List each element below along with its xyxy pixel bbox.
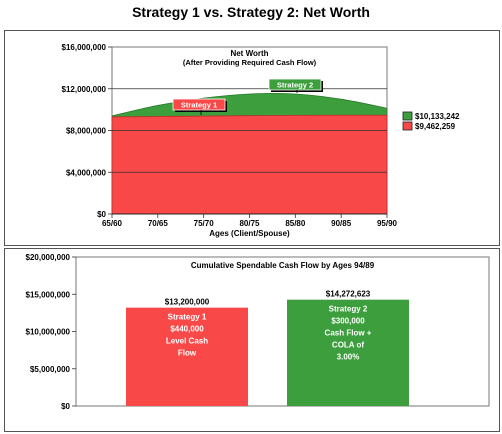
strategy-1-area — [111, 114, 388, 215]
y-tick-label: $15,000,000 — [26, 290, 71, 299]
y-tick-label: $10,000,000 — [26, 328, 71, 337]
strategy-2-description-line: Cash Flow + — [325, 329, 372, 338]
strategy-2-description-line: $300,000 — [331, 317, 365, 326]
strategy-2-legend-swatch — [402, 111, 413, 121]
y-tick-label: $12,000,000 — [62, 85, 107, 94]
strategy-1-value-label: $13,200,000 — [165, 298, 210, 307]
y-tick-label: $16,000,000 — [62, 43, 107, 52]
strategy-2-description-line: COLA of — [332, 341, 364, 350]
x-tick-label: 85/80 — [285, 219, 306, 228]
cash-flow-chart: Cumulative Spendable Cash Flow by Ages 9… — [26, 253, 490, 411]
strategy-2-bar — [287, 299, 409, 406]
y-tick-label: $0 — [61, 402, 70, 411]
y-tick-label: $8,000,000 — [66, 127, 107, 136]
strategy-2-legend-value: $10,133,242 — [415, 112, 460, 121]
strategy-1-description-line: Flow — [178, 349, 197, 358]
y-tick-label: $0 — [97, 210, 106, 219]
strategy-1-callout-text: Strategy 1 — [181, 101, 217, 110]
strategy-1-description-line: Strategy 1 — [168, 313, 207, 322]
strategy-2-callout-text: Strategy 2 — [277, 81, 313, 90]
net-worth-chart: $16,000,000 $12,000,000 $8,000,000 $4,000,0… — [62, 43, 461, 238]
strategy-1-description-line: Level Cash — [166, 337, 208, 346]
y-tick-label: $5,000,000 — [30, 365, 71, 374]
strategy-2-description-line: Strategy 2 — [329, 305, 368, 314]
strategy-1-legend-swatch — [402, 121, 413, 131]
strategy-2-value-label: $14,272,623 — [326, 290, 371, 299]
cash-flow-chart-panel: Cumulative Spendable Cash Flow by Ages 9… — [4, 248, 500, 432]
strategy-1-callout — [172, 98, 226, 111]
y-tick-label: $20,000,000 — [26, 253, 71, 262]
strategy-1-legend-value: $9,462,259 — [415, 122, 456, 131]
strategy-1-description-line: $440,000 — [170, 325, 204, 334]
x-axis-title: Ages (Client/Spouse) — [209, 229, 290, 238]
y-tick-label: $4,000,000 — [66, 168, 107, 177]
x-tick-label: 95/90 — [377, 219, 398, 228]
strategy-2-description-line: 3.00% — [337, 353, 360, 362]
chart-title: Cumulative Spendable Cash Flow by Ages 9… — [191, 261, 375, 270]
page-title: Strategy 1 vs. Strategy 2: Net Worth — [132, 4, 370, 20]
x-tick-label: 90/85 — [331, 219, 352, 228]
x-tick-label: 80/75 — [239, 219, 260, 228]
chart-title: Net Worth — [230, 49, 268, 58]
x-tick-label: 70/65 — [148, 219, 169, 228]
x-tick-label: 75/70 — [194, 219, 215, 228]
x-tick-label: 65/60 — [102, 219, 123, 228]
chart-subtitle: (After Providing Required Cash Flow) — [183, 58, 317, 67]
strategy-1-bar — [126, 307, 248, 406]
strategy-2-callout — [268, 78, 322, 91]
net-worth-chart-panel: $16,000,000 $12,000,000 $8,000,000 $4,000,0… — [4, 30, 500, 246]
